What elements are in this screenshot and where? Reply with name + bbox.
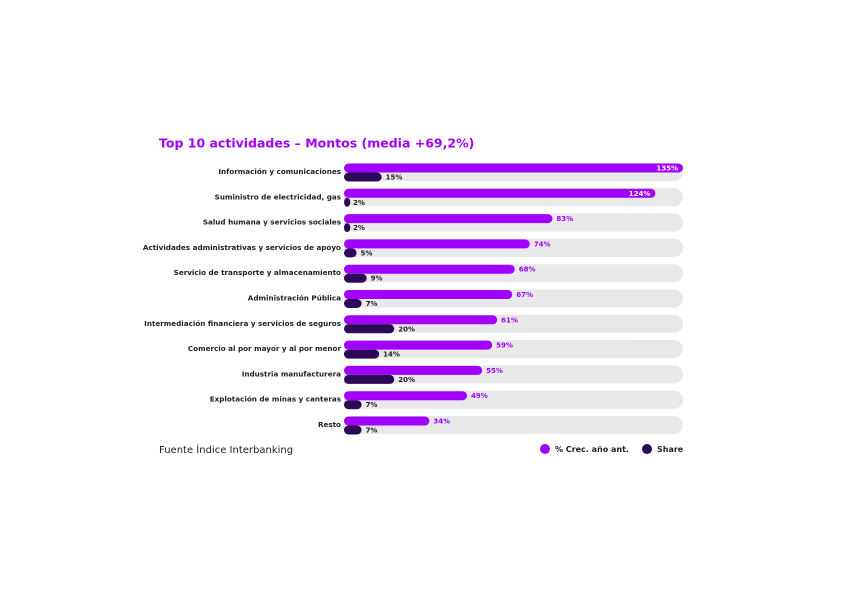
bar <box>344 324 395 334</box>
bar <box>344 400 362 410</box>
legend-label: % Crec. año ant. <box>555 445 629 454</box>
bar <box>344 264 515 274</box>
bar <box>344 273 367 283</box>
value-label: 7% <box>366 427 378 435</box>
value-label: 20% <box>398 325 415 333</box>
value-label: 55% <box>486 367 503 375</box>
value-label: 20% <box>398 376 415 384</box>
value-label: 61% <box>501 316 518 324</box>
bar <box>344 239 530 249</box>
bar <box>344 365 483 375</box>
category-label: Actividades administrativas y servicios … <box>143 243 341 252</box>
value-label: 14% <box>383 351 400 359</box>
category-label: Servicio de transporte y almacenamiento <box>174 268 341 277</box>
value-label: 2% <box>353 199 365 207</box>
value-label: 7% <box>366 300 378 308</box>
value-label: 68% <box>519 266 536 274</box>
bar <box>344 172 382 182</box>
bar <box>344 349 380 359</box>
value-label: 83% <box>556 215 573 223</box>
bar <box>344 290 513 299</box>
value-label: 7% <box>366 401 378 409</box>
value-label: 34% <box>433 418 450 426</box>
bar <box>344 223 351 233</box>
value-label: 67% <box>516 291 533 299</box>
source: Fuente Índice Interbanking <box>159 443 293 456</box>
bar <box>344 214 553 224</box>
chart-title: Top 10 actividades – Montos (media +69,2… <box>159 136 474 151</box>
category-label: Resto <box>318 420 341 429</box>
bar <box>344 248 357 258</box>
category-label: Salud humana y servicios sociales <box>203 218 341 227</box>
value-label: 135% <box>656 165 678 173</box>
bar <box>344 425 362 435</box>
value-label: 2% <box>353 224 365 232</box>
value-label: 74% <box>534 240 551 248</box>
bar <box>344 416 430 426</box>
bar <box>344 197 351 207</box>
category-label: Industria manufacturera <box>242 369 341 378</box>
value-label: 124% <box>629 190 651 198</box>
value-label: 59% <box>496 342 513 350</box>
category-label: Intermediación financiera y servicios de… <box>144 319 341 328</box>
bar <box>344 374 395 384</box>
value-label: 15% <box>386 174 403 182</box>
bar <box>344 315 498 325</box>
value-label: 49% <box>471 392 488 400</box>
legend-marker <box>540 444 550 454</box>
bar <box>344 163 683 173</box>
value-label: 5% <box>361 249 373 257</box>
category-label: Explotación de minas y canteras <box>210 395 341 404</box>
category-label: Comercio al por mayor y al por menor <box>188 344 342 353</box>
value-label: 9% <box>371 275 383 283</box>
legend-marker <box>642 444 652 454</box>
category-label: Suministro de electricidad, gas <box>215 192 341 201</box>
bar <box>344 340 493 350</box>
category-label: Administración Pública <box>248 294 341 303</box>
category-label: Información y comunicaciones <box>218 167 341 176</box>
bar <box>344 188 656 198</box>
bar <box>344 391 468 401</box>
legend-label: Share <box>657 445 684 454</box>
bar <box>344 299 362 308</box>
